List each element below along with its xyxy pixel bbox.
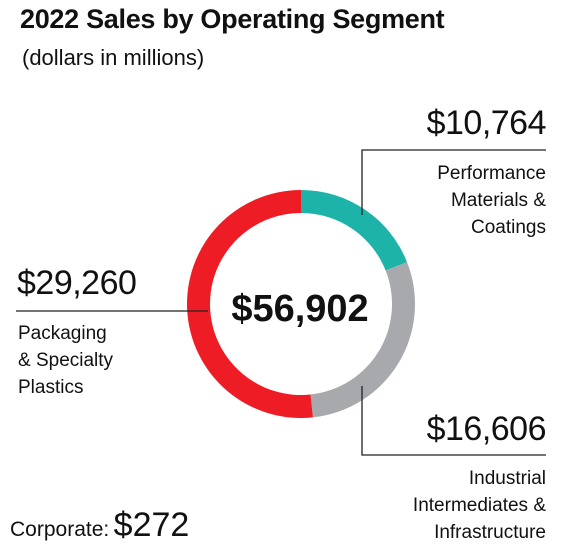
corporate-label: Corporate: <box>10 518 110 541</box>
value-packaging-plastics: $29,260 <box>17 264 137 302</box>
value-industrial-intermediates: $16,606 <box>426 410 547 448</box>
total-value: $56,902 <box>231 288 369 330</box>
label-industrial-intermediates: Industrial Intermediates & Infrastructur… <box>412 468 546 543</box>
slice-packaging-plastics <box>187 190 313 418</box>
label-packaging-plastics: Packaging & Specialty Plastics <box>18 323 114 398</box>
leader-industrial-intermediates <box>361 386 546 456</box>
chart-subtitle: (dollars in millions) <box>22 45 205 70</box>
value-performance-materials: $10,764 <box>426 104 547 142</box>
slice-industrial-intermediates <box>310 262 416 418</box>
leader-performance-materials <box>361 149 546 215</box>
corporate-amount: $272 <box>113 506 190 544</box>
slice-performance-materials <box>301 190 408 271</box>
chart-title: 2022 Sales by Operating Segment <box>20 4 445 34</box>
corporate-value: Corporate: $272 <box>10 506 189 545</box>
label-performance-materials: Performance Materials & Coatings <box>437 163 546 238</box>
